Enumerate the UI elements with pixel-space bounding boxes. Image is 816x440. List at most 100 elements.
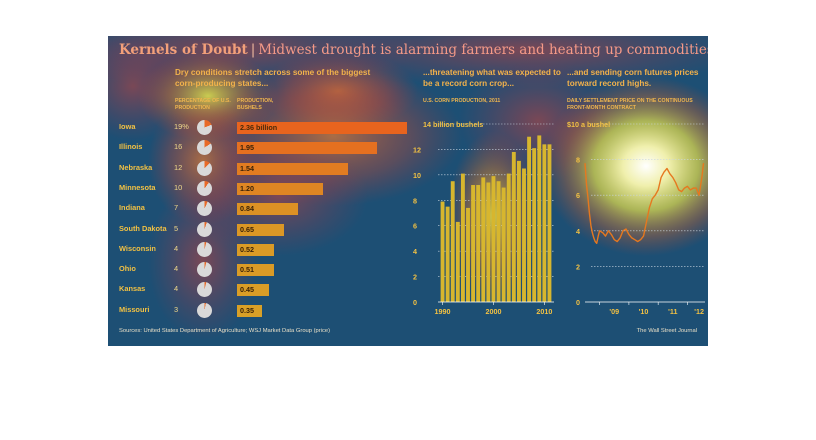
state-row: Kansas 4 0.45 [108, 281, 408, 299]
state-row: Ohio 4 0.51 [108, 261, 408, 279]
production-year-bar [491, 176, 496, 302]
production-value: 1.95 [240, 143, 254, 153]
production-year-bar [450, 181, 455, 302]
state-row: South Dakota 5 0.65 [108, 221, 408, 239]
production-bar: 0.45 [237, 284, 270, 297]
y-tick-label: 10 [413, 171, 421, 180]
price-line [584, 163, 705, 244]
production-chart: 0 2 4 6 8 10 12 14 billion bushels 1990 2000 2010 [413, 120, 554, 316]
state-percent: 16 [174, 142, 183, 152]
state-name: Iowa [119, 122, 136, 131]
production-value: 0.52 [240, 244, 254, 254]
production-bar: 0.51 [237, 264, 274, 277]
share-pie [197, 221, 212, 237]
x-tick-label: '11 [668, 307, 677, 316]
crop-subheading: U.S. corn production, 2011 [423, 98, 501, 104]
pct-column-heading: Percentage of U.S. production [175, 98, 231, 111]
prices-subheading: Daily settlement price on the continuous… [567, 98, 693, 111]
infographic-panel: Kernels of Doubt | Midwest drought is alar… [108, 36, 708, 346]
production-bar: 0.84 [237, 203, 298, 216]
production-year-bar [516, 160, 521, 302]
title-main: Kernels of Doubt [119, 42, 248, 58]
state-name: Missouri [119, 304, 150, 314]
production-value: 0.51 [240, 265, 254, 275]
y-tick-label: 4 [413, 247, 417, 256]
state-row: Wisconsin 4 0.52 [108, 241, 408, 259]
prices-heading: ...and sending corn futures prices torwa… [567, 68, 699, 88]
production-year-bar [471, 185, 476, 302]
y-tick-label: $10 a bushel [567, 120, 610, 129]
production-year-bar [476, 185, 481, 302]
production-year-bar [537, 135, 542, 302]
production-value: 2.36 billion [240, 123, 278, 132]
state-row: Minnesota 10 1.20 [108, 180, 408, 198]
title-separator: | [250, 42, 256, 58]
states-heading: Dry conditions stretch across some of th… [175, 68, 371, 88]
y-tick-label: 0 [576, 298, 580, 307]
production-year-bar [532, 148, 537, 302]
x-tick-label: '09 [609, 307, 619, 316]
state-percent: 4 [174, 243, 179, 253]
production-year-bar [445, 206, 450, 302]
production-bar: 1.54 [237, 162, 348, 175]
share-pie [197, 120, 212, 135]
production-value: 1.20 [240, 183, 254, 193]
production-year-bar [501, 187, 506, 302]
share-pie [197, 241, 212, 257]
production-value: 0.84 [240, 204, 254, 214]
production-year-bar [496, 181, 501, 302]
production-bar: 1.95 [237, 142, 378, 155]
y-tick-label: 2 [413, 273, 417, 282]
state-row: Illinois 16 1.95 [108, 139, 408, 157]
share-pie [197, 160, 212, 176]
price-chart: 0 2 4 6 8 $10 a bushel '09 '10 '11 '12 [567, 120, 705, 316]
y-tick-label: 0 [413, 298, 417, 307]
production-year-bar [486, 182, 491, 302]
state-row: Iowa 19% 2.36 billion [108, 119, 408, 137]
state-percent: 5 [174, 223, 179, 233]
production-bar: 1.20 [237, 182, 324, 195]
y-tick-label: 2 [576, 262, 580, 271]
state-percent: 7 [174, 203, 179, 213]
production-year-bar [511, 151, 516, 302]
title-subtitle: Midwest drought is alarming farmers and … [258, 42, 708, 58]
state-name: Ohio [119, 264, 136, 274]
state-name: South Dakota [119, 223, 167, 233]
production-year-bar [466, 207, 470, 302]
state-name: Illinois [119, 142, 143, 152]
share-pie [197, 140, 212, 156]
share-pie [197, 180, 212, 196]
production-value: 0.65 [240, 224, 254, 234]
state-name: Nebraska [119, 162, 153, 172]
x-tick-label: 2010 [536, 307, 552, 316]
state-percent: 4 [174, 284, 179, 294]
production-year-bar [440, 201, 445, 302]
x-tick-label: 2000 [485, 307, 501, 316]
share-pie [197, 262, 212, 278]
production-bar: 0.52 [237, 243, 275, 256]
y-tick-label: 8 [413, 196, 417, 205]
source-note: Sources: United States Department of Agr… [119, 328, 331, 334]
state-percent: 12 [174, 162, 183, 172]
state-row: Indiana 7 0.84 [108, 200, 408, 218]
state-row: Nebraska 12 1.54 [108, 160, 408, 178]
production-value: 0.45 [240, 285, 254, 295]
y-tick-label: 8 [576, 156, 580, 165]
x-tick-label: '10 [639, 307, 649, 316]
x-tick-label: 1990 [435, 307, 451, 316]
production-bar: 2.36 billion [237, 122, 407, 134]
y-tick-label: 12 [413, 145, 421, 154]
crop-heading: ...threatening what was expected to be a… [423, 68, 561, 88]
production-year-bar [547, 144, 552, 302]
production-year-bar [506, 173, 511, 302]
production-value: 1.54 [240, 163, 254, 173]
state-percent: 4 [174, 264, 179, 274]
y-tick-label: 6 [576, 191, 580, 200]
production-value: 0.35 [240, 305, 254, 315]
production-year-bar [522, 168, 526, 302]
share-pie [197, 282, 212, 298]
production-year-bar [481, 177, 486, 302]
share-pie [197, 201, 212, 217]
production-column-heading: Production, bushels [237, 98, 274, 111]
state-percent: 19% [174, 122, 189, 131]
